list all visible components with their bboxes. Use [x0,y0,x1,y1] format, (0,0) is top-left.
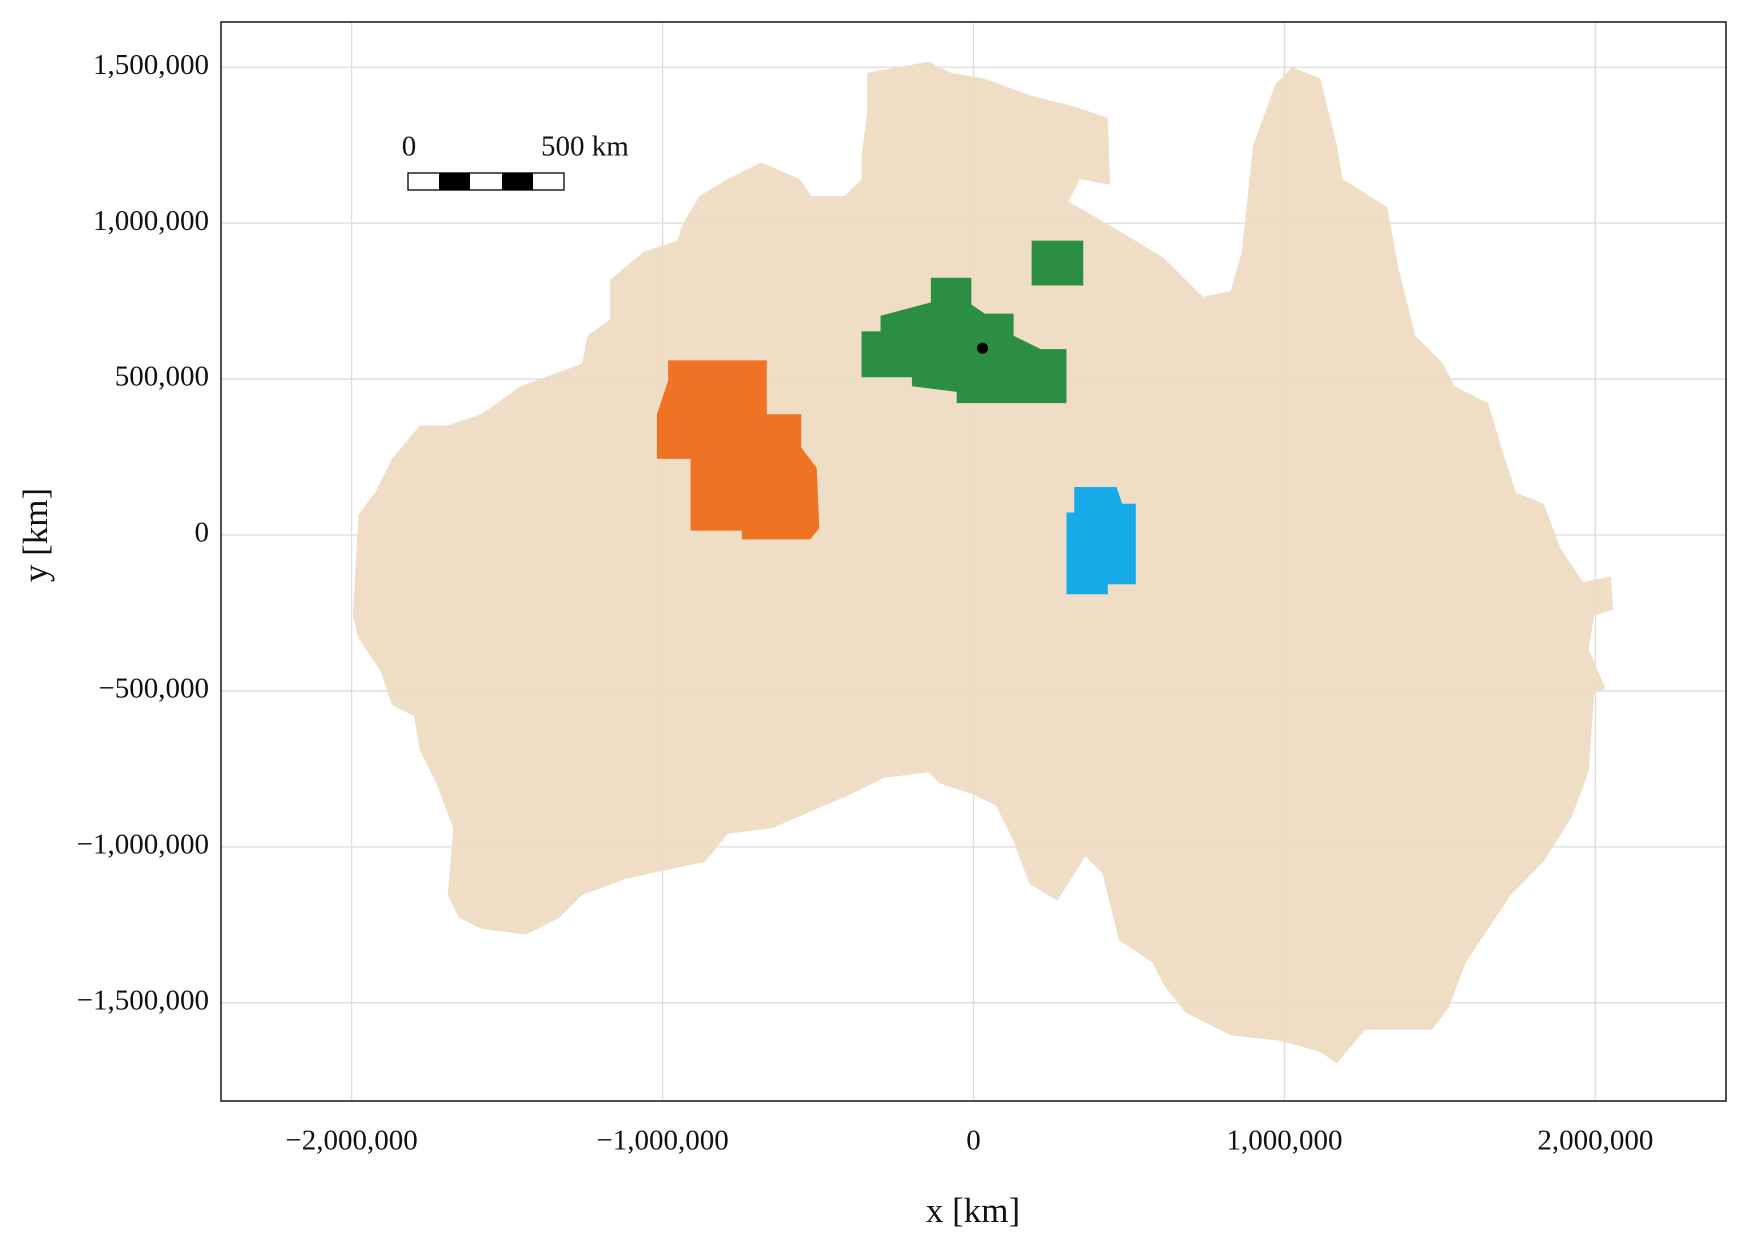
x-axis-label: x [km] [926,1191,1020,1230]
scale-bar-label: 500 km [541,131,629,163]
scale-bar-label: 0 [402,131,417,163]
y-axis-label: y [km] [16,488,55,582]
region [352,61,1614,1064]
y-tick-label: −1,500,000 [77,984,209,1016]
region [1031,240,1084,286]
y-tick-label: 500,000 [115,361,209,393]
x-tick-label: 0 [966,1125,981,1157]
x-tick-label: −2,000,000 [285,1125,417,1157]
x-tick-label: −1,000,000 [596,1125,728,1157]
y-tick-label: −1,000,000 [77,828,209,860]
x-tick-label: 1,000,000 [1226,1125,1342,1157]
region [1066,486,1136,595]
y-tick-label: 1,000,000 [93,205,209,237]
plot-frame [220,21,1727,1102]
scale-bar-frame [407,172,565,191]
x-tick-label: 2,000,000 [1537,1125,1653,1157]
scale-bar-segment [439,173,470,190]
region [861,277,1067,404]
plot-area [352,61,1614,1064]
y-tick-label: 1,500,000 [93,49,209,81]
y-tick-label: −500,000 [98,673,209,705]
region [656,360,820,540]
point [977,342,989,354]
y-tick-label: 0 [195,517,210,549]
scale-bar-segment [502,173,533,190]
scale-bar: 0 500 km [402,131,629,191]
